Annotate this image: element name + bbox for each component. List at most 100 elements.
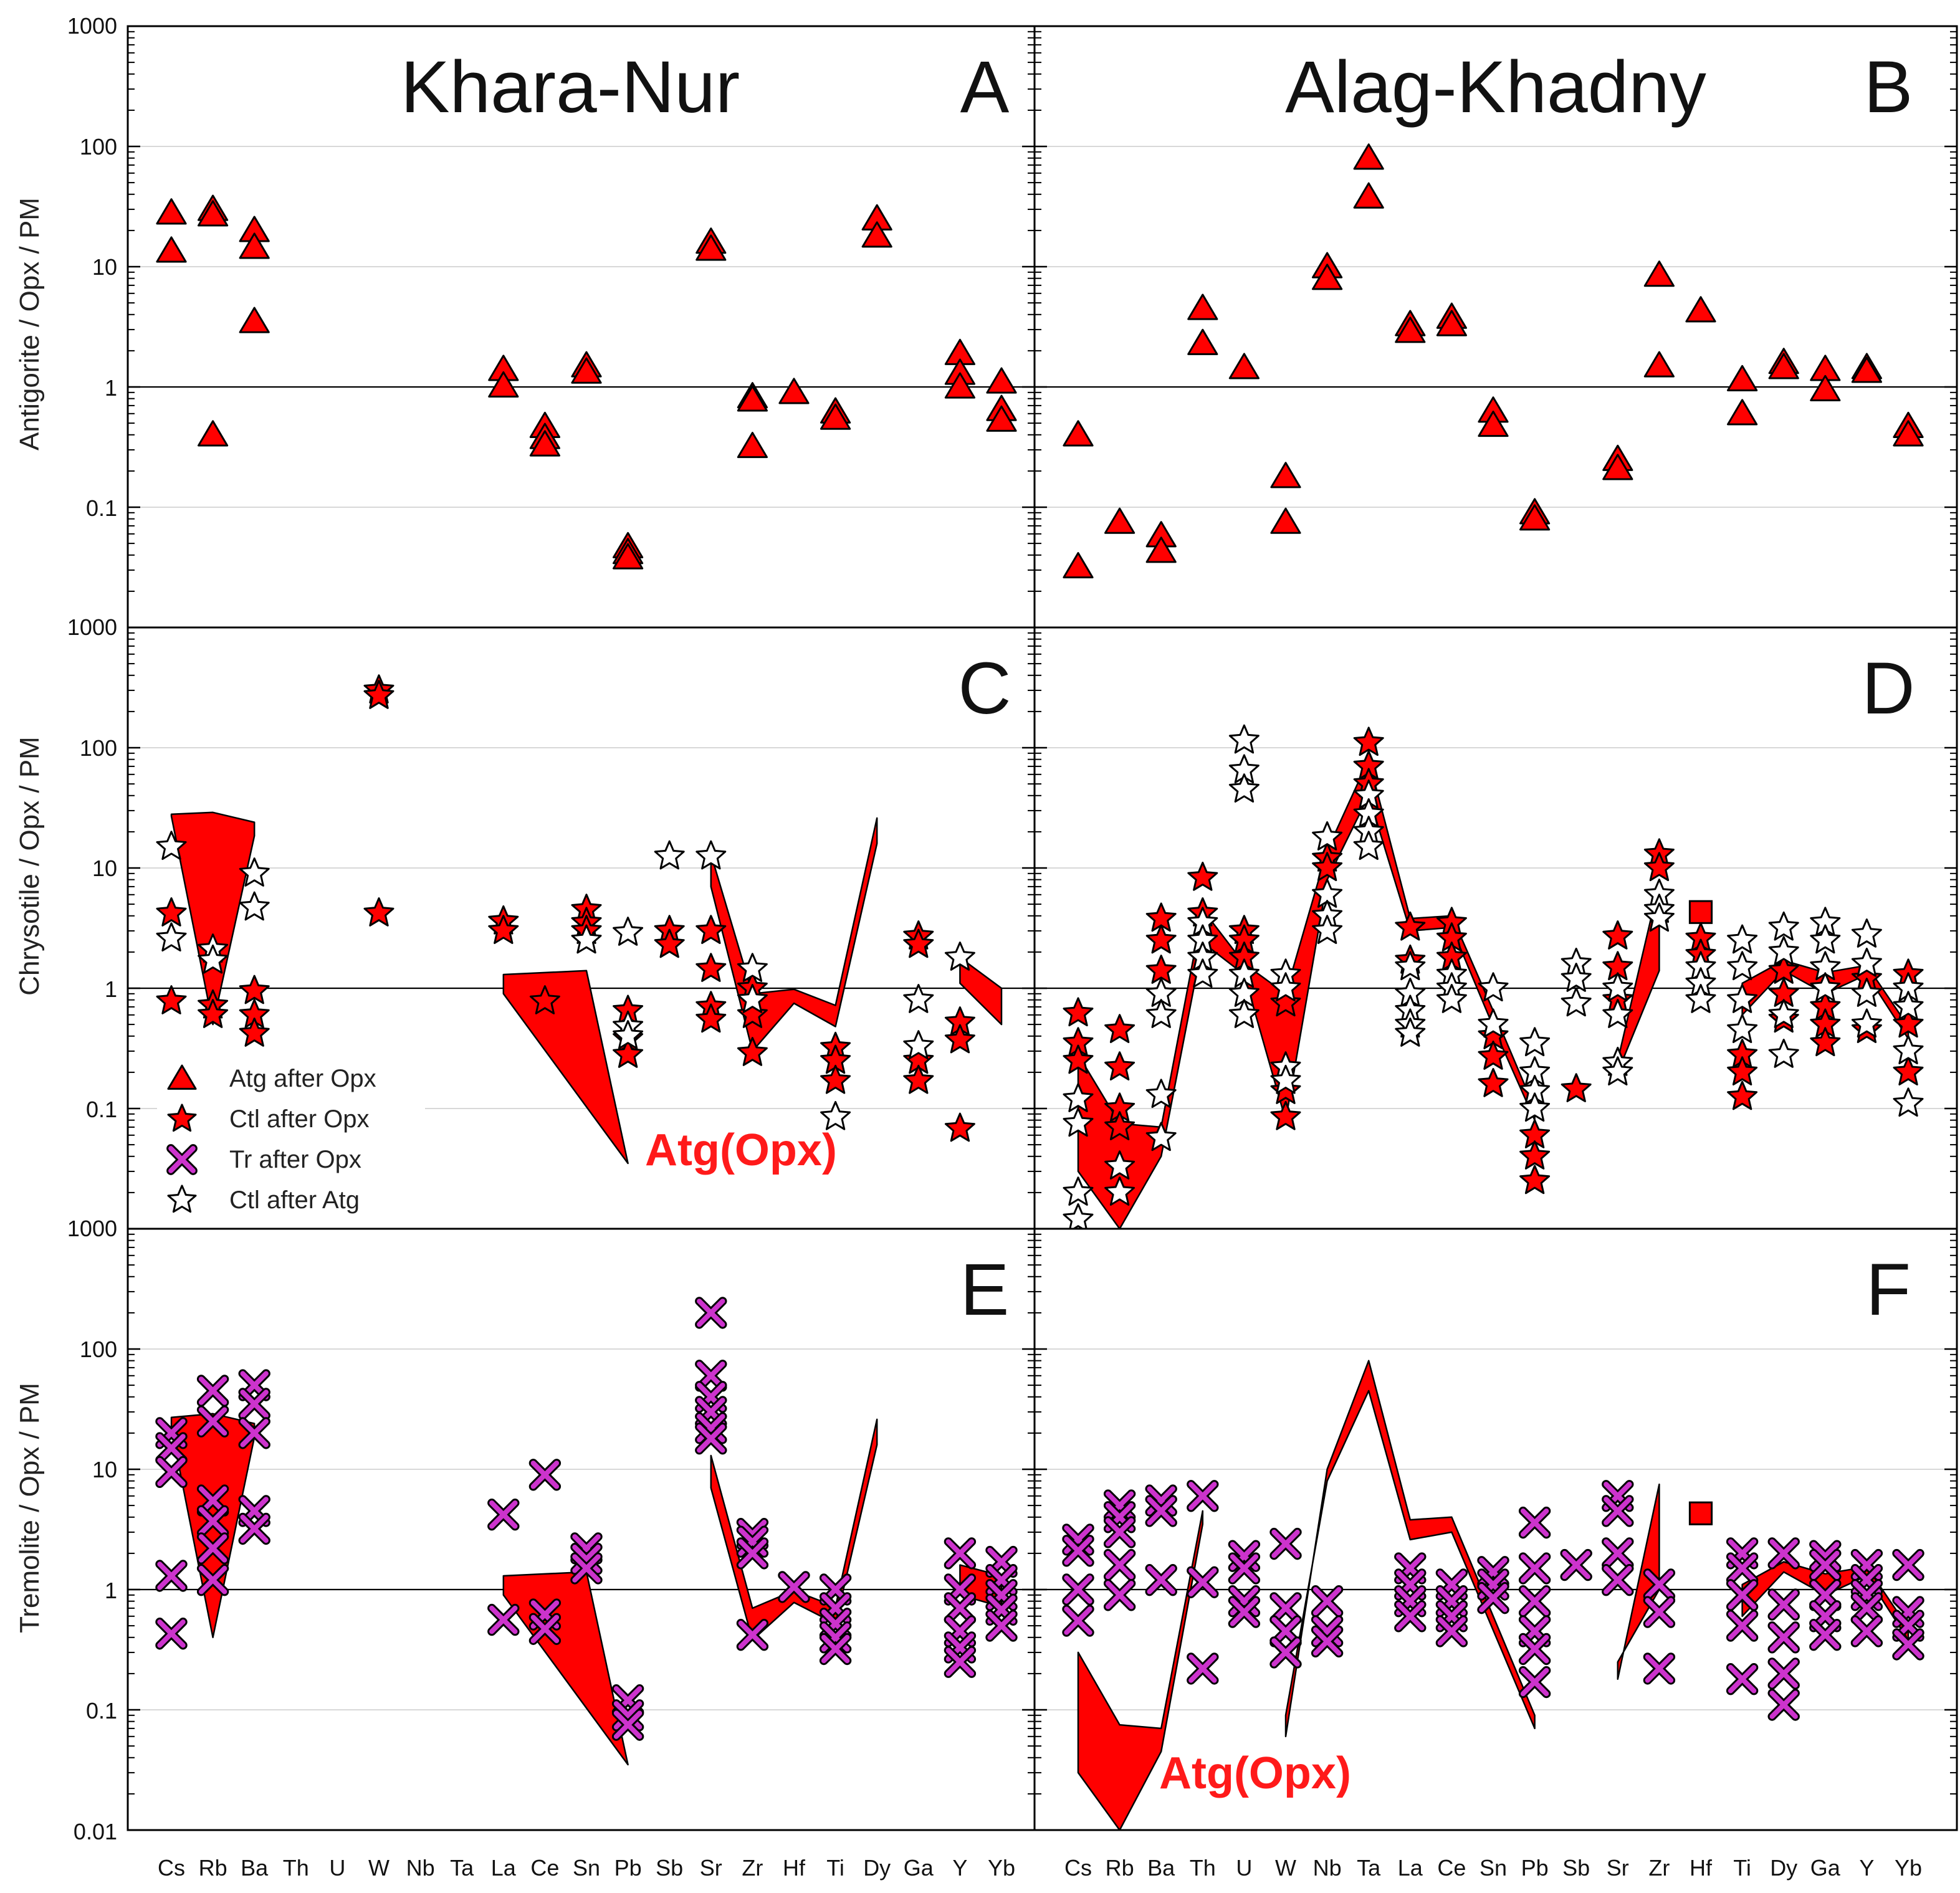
open-star-marker xyxy=(1478,1008,1509,1038)
open-star-marker xyxy=(1893,991,1924,1020)
triangle-marker xyxy=(1727,399,1758,426)
cross-marker xyxy=(695,1423,727,1455)
filled-star-marker xyxy=(1104,1014,1135,1043)
cross-marker xyxy=(528,1459,562,1491)
ytick-label: 1000 xyxy=(67,1216,117,1241)
ytick-label: 1 xyxy=(105,375,117,401)
x-label-rb: Rb xyxy=(1106,1855,1134,1881)
cross-stroke xyxy=(198,1507,227,1536)
open-star-marker xyxy=(198,944,229,974)
cross-marker xyxy=(1726,1579,1759,1611)
ytick-label: 1000 xyxy=(67,13,117,39)
cross-stroke xyxy=(157,1434,186,1462)
x-label-ce: Ce xyxy=(1437,1855,1466,1881)
ytick-label: 0.01 xyxy=(74,1819,117,1844)
open-star-marker xyxy=(1561,963,1592,992)
triangle-marker xyxy=(820,403,851,430)
atg-opx-band xyxy=(502,970,629,1165)
x-label-pb: Pb xyxy=(614,1855,642,1881)
open-star-marker xyxy=(1810,972,1841,1002)
cross-marker xyxy=(196,1505,229,1538)
ytick-label: 100 xyxy=(80,134,117,160)
panel-plot-area xyxy=(128,26,1035,627)
filled-star-marker xyxy=(944,1112,975,1142)
cross-stroke xyxy=(1769,1659,1798,1688)
open-star-marker xyxy=(944,942,975,971)
cross-stroke xyxy=(1105,1550,1134,1580)
cross-stroke xyxy=(1769,1690,1798,1719)
legend-label-ctl-after-opx: Ctl after Opx xyxy=(229,1105,370,1133)
cross-marker xyxy=(1269,1527,1302,1560)
cross-stroke xyxy=(1188,1568,1217,1596)
panel-plot-area xyxy=(1035,26,1957,627)
x-label-rb: Rb xyxy=(199,1855,227,1881)
x-label-ga: Ga xyxy=(1810,1855,1841,1881)
cross-stroke xyxy=(530,1461,560,1489)
filled-star-marker xyxy=(156,897,187,927)
x-label-yb: Yb xyxy=(988,1855,1015,1881)
open-star-marker xyxy=(613,917,644,946)
filled-star-marker xyxy=(1353,727,1384,756)
open-star-marker xyxy=(1436,984,1467,1013)
triangle-marker xyxy=(1643,260,1675,287)
cross-stroke xyxy=(1064,1606,1092,1635)
panel-letter-f: F xyxy=(1866,1249,1911,1331)
cross-stroke xyxy=(697,1299,725,1327)
cross-marker xyxy=(1602,1537,1634,1570)
filled-star-marker xyxy=(1768,955,1799,984)
cross-marker xyxy=(1518,1585,1551,1618)
cross-marker xyxy=(1767,1657,1800,1690)
cross-marker xyxy=(1518,1506,1551,1539)
cross-marker xyxy=(1767,1621,1800,1654)
open-star-marker xyxy=(1145,1122,1177,1152)
cross-stroke xyxy=(489,1500,518,1529)
triangle-marker xyxy=(1395,317,1426,343)
open-star-marker xyxy=(737,984,768,1013)
x-label-zr: Zr xyxy=(742,1855,763,1881)
x-label-y: Y xyxy=(1859,1855,1874,1881)
x-label-la: La xyxy=(1398,1855,1423,1881)
cross-marker xyxy=(1062,1573,1094,1606)
open-star-marker xyxy=(1395,951,1426,981)
cross-stroke xyxy=(1271,1638,1300,1667)
triangle-marker xyxy=(1187,328,1218,355)
cross-marker xyxy=(166,1144,198,1175)
open-star-marker xyxy=(1228,724,1260,754)
open-star-marker xyxy=(737,953,768,982)
cross-stroke xyxy=(1645,1598,1674,1626)
ylabel-antigorite: Antigorite / Opx / PM xyxy=(14,198,45,451)
filled-star-marker xyxy=(696,1003,727,1033)
cross-stroke xyxy=(1562,1550,1590,1580)
x-label-cs: Cs xyxy=(158,1855,185,1881)
atg-opx-band-label-c: Atg(Opx) xyxy=(645,1125,837,1175)
open-star-marker xyxy=(696,840,727,870)
filled-star-marker xyxy=(1519,1140,1551,1170)
filled-star-marker xyxy=(696,915,727,944)
cross-stroke xyxy=(198,1534,227,1563)
x-label-ga: Ga xyxy=(904,1855,934,1881)
cross-stroke xyxy=(240,1514,269,1543)
cross-stroke xyxy=(1728,1665,1757,1694)
triangle-marker xyxy=(1187,293,1218,320)
open-star-marker xyxy=(1353,831,1384,861)
cross-marker xyxy=(1269,1592,1302,1624)
triangle-marker xyxy=(1519,504,1551,531)
cross-stroke xyxy=(1230,1598,1259,1626)
open-star-marker xyxy=(1187,958,1218,988)
title-alag-khadny: Alag-Khadny xyxy=(1285,46,1706,128)
open-star-marker xyxy=(1228,999,1260,1028)
x-label-u: U xyxy=(329,1855,345,1881)
cross-marker xyxy=(1269,1636,1302,1669)
triangle-marker xyxy=(529,430,560,457)
x-label-ba: Ba xyxy=(241,1855,269,1881)
x-label-sb: Sb xyxy=(1562,1855,1590,1881)
filled-star-marker xyxy=(198,999,229,1028)
cross-stroke xyxy=(1769,1623,1798,1652)
open-star-marker xyxy=(156,922,187,951)
ytick-label: 100 xyxy=(80,1337,117,1362)
cross-marker xyxy=(944,1537,977,1570)
cross-marker xyxy=(1726,1663,1759,1695)
open-star-marker xyxy=(1519,1027,1551,1057)
square-marker xyxy=(1688,900,1713,924)
triangle-marker xyxy=(1478,411,1509,437)
